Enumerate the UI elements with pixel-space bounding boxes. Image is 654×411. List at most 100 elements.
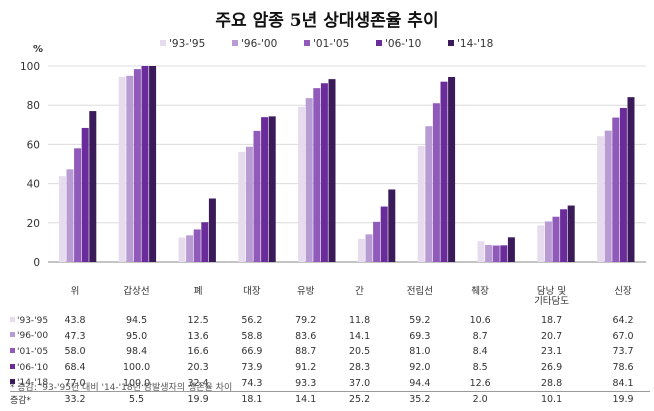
table-cell: 20.3 [187, 362, 209, 374]
bar-6-2 [365, 234, 373, 262]
table-cell: 81.0 [409, 346, 431, 358]
bar-1-3 [74, 148, 82, 262]
table-cell: 12.6 [469, 377, 491, 389]
row-swatch [10, 363, 15, 369]
footnote: * 증감: '93-'95년 대비 '14-'18년 암발생자의 생존율 차이 [10, 383, 233, 393]
bar-10-1 [597, 136, 605, 262]
table-cell: 20.7 [540, 330, 563, 342]
bar-5-4 [320, 83, 328, 262]
table-cell: 59.2 [409, 315, 431, 327]
row-label-text: '06-'10 [17, 362, 49, 373]
table-cell: 95.0 [125, 330, 148, 342]
bar-4-2 [245, 146, 253, 262]
category-label: 신장 [614, 286, 632, 297]
row-swatch [10, 316, 15, 322]
bar-8-3 [492, 245, 500, 262]
bar-1-2 [66, 169, 74, 262]
chart-title: 주요 암종 5년 상대생존율 추이 [215, 11, 439, 31]
bar-4-4 [261, 117, 269, 262]
table-cell: 12.5 [187, 315, 209, 327]
bar-3-3 [193, 229, 201, 262]
table-cell: 56.2 [241, 315, 263, 327]
row-label: '06-'10 [10, 360, 48, 376]
row-swatch [10, 332, 15, 338]
row-label: '96-'00 [10, 329, 48, 345]
table-cell: 37.0 [348, 377, 371, 389]
bar-9-3 [552, 216, 560, 262]
row-label-text: '01-'05 [17, 346, 49, 357]
category-label: 대장 [243, 286, 261, 297]
bar-10-3 [612, 117, 620, 262]
bar-7-5 [448, 76, 456, 262]
row-label-text: '93-'95 [17, 315, 49, 326]
table-cell: 11.8 [348, 315, 371, 327]
data-table: 위 갑상선 폐 대장 유방 간 전립선 췌장 담낭 및 기타담도 신장 '93-'95 43.8 94.… [10, 286, 650, 408]
table-cell: 93.3 [295, 377, 317, 389]
row-label: '93-'95 [10, 313, 48, 329]
y-tick-label: 20 [27, 218, 40, 230]
table-cell: 10.6 [469, 315, 491, 327]
bar-7-4 [440, 81, 448, 263]
bar-4-5 [268, 116, 276, 262]
change-cell: 35.2 [386, 390, 454, 408]
table-cell: 13.6 [187, 330, 209, 342]
bar-6-3 [373, 221, 381, 262]
bar-8-2 [485, 244, 493, 262]
table-cell: 94.5 [125, 315, 148, 327]
table-cell: 91.2 [295, 362, 317, 374]
y-tick-label: 80 [27, 100, 40, 112]
change-cell: 19.9 [171, 390, 225, 408]
bar-6-5 [388, 189, 396, 262]
bar-9-5 [567, 205, 575, 262]
bar-8-1 [477, 241, 485, 262]
table-cell: 100.0 [122, 377, 151, 389]
bar-1-1 [58, 176, 66, 262]
change-cell: 5.5 [101, 390, 172, 408]
bar-9-4 [560, 209, 568, 262]
row-label-text: '14-'18 [17, 378, 49, 389]
table-row: '06-'10 68.4 100.0 20.3 73.9 91.2 28.3 92.0 8.5 2… [10, 360, 650, 376]
row-label: '01-'05 [10, 344, 48, 360]
category-label: 위 [70, 286, 80, 297]
table-cell: 23.1 [540, 346, 563, 358]
y-tick-label: 40 [27, 179, 40, 191]
bar-10-2 [604, 130, 612, 262]
table-row: '01-'05 58.0 98.4 16.6 66.9 88.7 20.5 81.0 8.4 23… [10, 344, 650, 360]
bar-3-4 [201, 222, 209, 262]
y-tick-label: 100 [20, 61, 40, 73]
change-cell: 2.0 [453, 390, 508, 408]
legend-label: '01-'05 [313, 38, 349, 50]
table-cell: 94.4 [409, 377, 431, 389]
bar-6-1 [357, 238, 365, 262]
category-label: 유방 [296, 286, 315, 297]
table-cell: 66.9 [241, 346, 263, 358]
y-tick-label: 0 [33, 257, 40, 269]
bar-10-4 [619, 107, 627, 262]
table-cell: 43.8 [64, 315, 86, 327]
legend-label: '96-'00 [241, 38, 277, 50]
table-cell: 58.8 [241, 330, 263, 342]
category-label: 폐 [193, 286, 203, 297]
change-cell: 33.2 [48, 390, 102, 408]
legend-swatch-5 [448, 40, 454, 46]
change-cell: 14.1 [278, 390, 333, 408]
table-cell: 73.7 [612, 346, 634, 358]
category-label: 췌장 [471, 286, 489, 297]
y-tick-label: 60 [27, 139, 40, 151]
row-swatch [10, 379, 15, 385]
bar-5-5 [328, 79, 336, 262]
table-cell: 92.0 [409, 362, 431, 374]
table-corner [10, 286, 48, 313]
bar-2-3 [133, 69, 141, 262]
bar-2-4 [141, 66, 149, 262]
bar-4-3 [253, 130, 261, 262]
bar-4-1 [238, 151, 246, 262]
table-cell: 100.0 [122, 362, 151, 374]
table-cell: 69.3 [409, 330, 431, 342]
table-cell: 26.9 [540, 362, 563, 374]
legend-swatch-3 [304, 40, 310, 46]
y-unit-label: % [33, 44, 43, 55]
table-cell: 20.5 [348, 346, 371, 358]
category-label: 간 [355, 286, 364, 297]
row-label-text: '96-'00 [17, 331, 49, 342]
